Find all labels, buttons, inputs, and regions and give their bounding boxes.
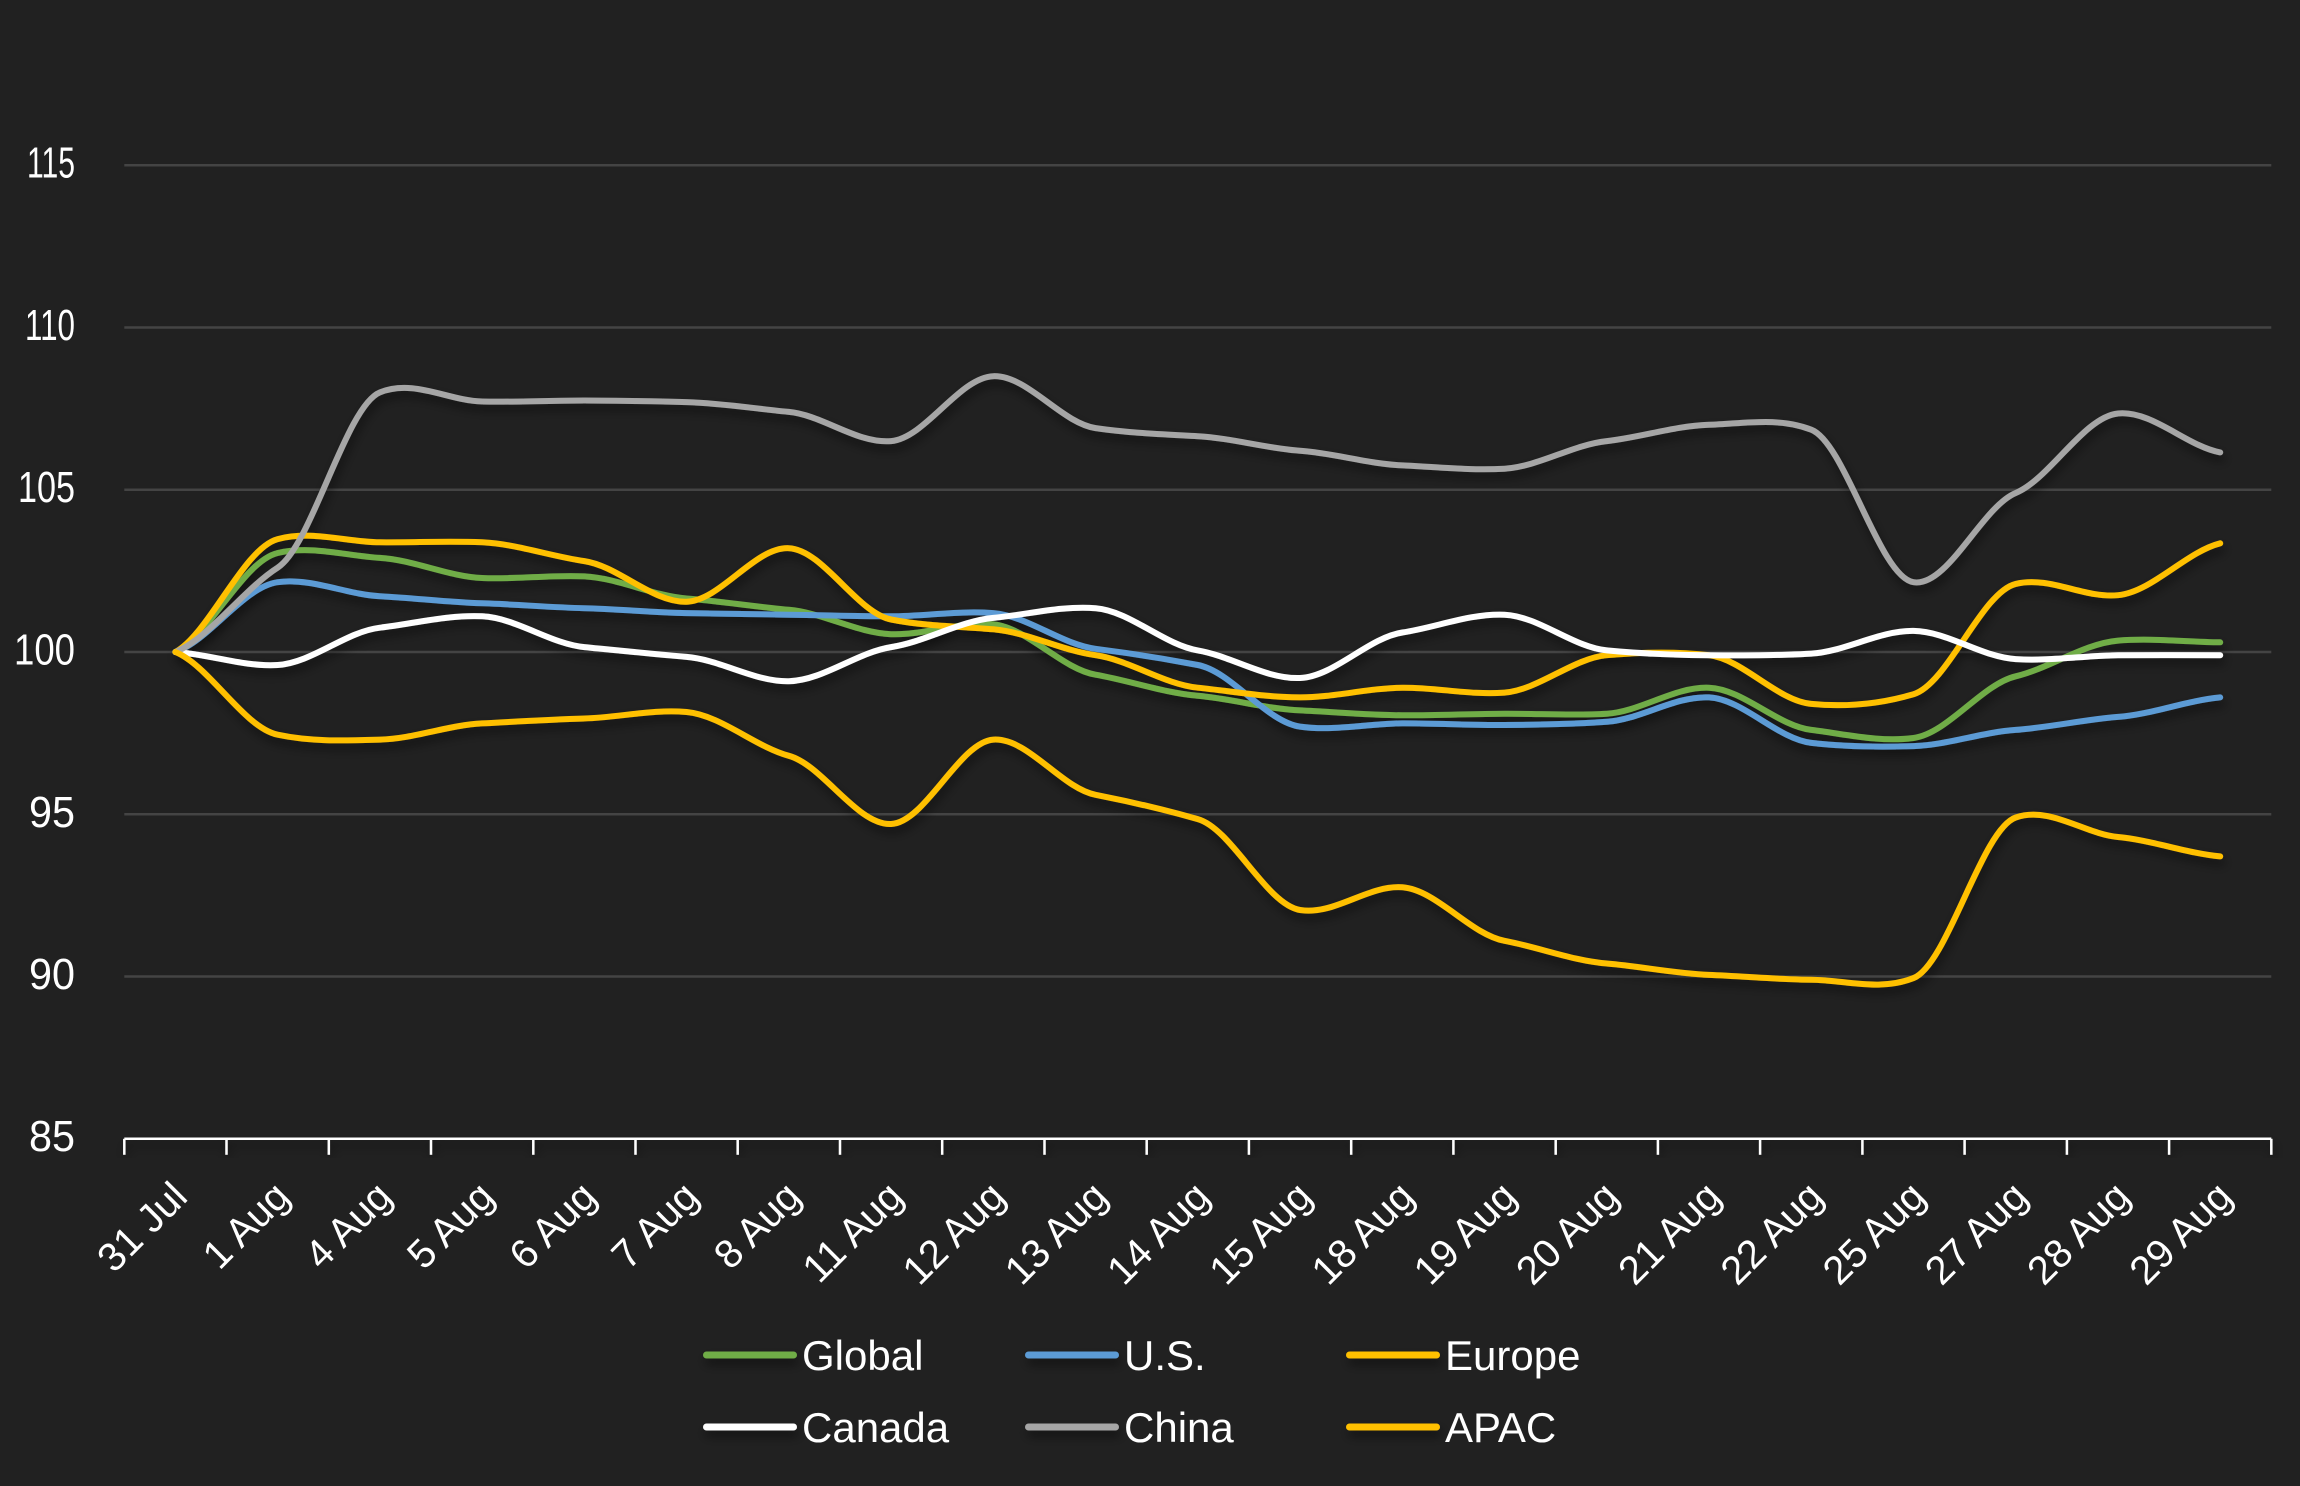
svg-text:Canada: Canada <box>802 1404 950 1451</box>
svg-text:China: China <box>1124 1404 1234 1451</box>
svg-text:85: 85 <box>29 1112 75 1161</box>
svg-text:Europe: Europe <box>1445 1332 1580 1379</box>
svg-text:APAC: APAC <box>1445 1404 1556 1451</box>
svg-text:110: 110 <box>25 301 75 350</box>
svg-text:95: 95 <box>29 788 75 837</box>
svg-text:115: 115 <box>27 139 75 188</box>
svg-text:105: 105 <box>18 463 75 512</box>
svg-text:90: 90 <box>29 950 75 999</box>
svg-text:100: 100 <box>14 626 75 675</box>
svg-text:Global: Global <box>802 1332 923 1379</box>
svg-text:U.S.: U.S. <box>1124 1332 1206 1379</box>
